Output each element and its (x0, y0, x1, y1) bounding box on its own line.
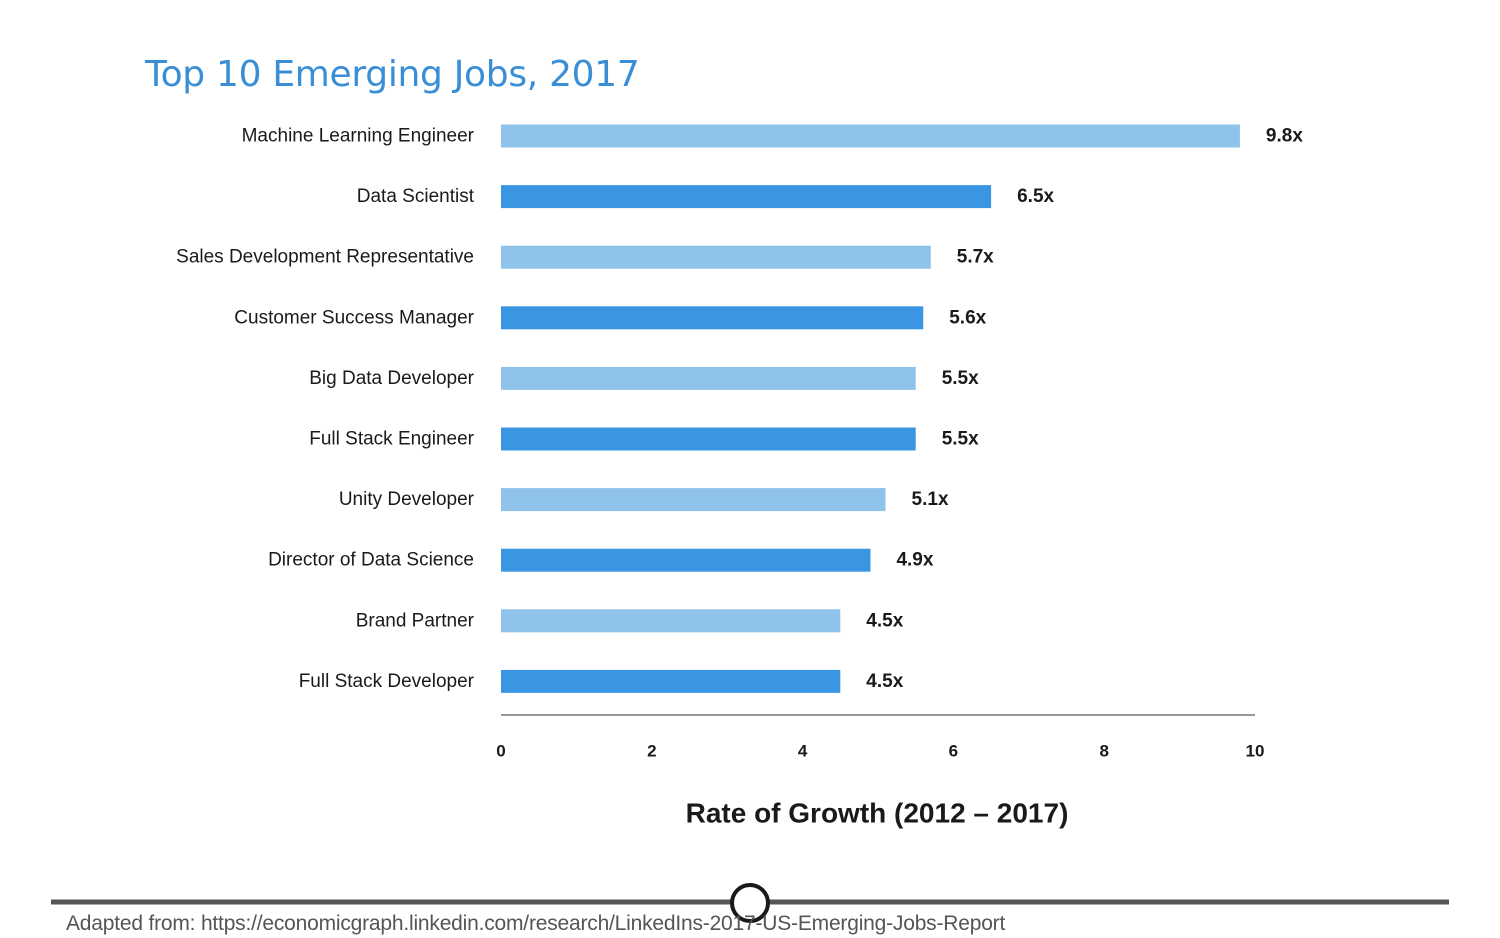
category-label-customer-success-manager: Customer Success Manager (234, 307, 474, 328)
bar-machine-learning-engineer (501, 124, 1240, 148)
value-label-big-data-developer: 5.5x (942, 368, 979, 389)
bar-brand-partner (501, 609, 841, 633)
x-axis-title: Rate of Growth (2012 – 2017) (686, 798, 1069, 829)
value-label-unity-developer: 5.1x (912, 489, 949, 510)
value-label-brand-partner: 4.5x (866, 610, 903, 631)
x-tick-labels: 0 2 4 6 8 10 (496, 742, 1264, 761)
bar-data-scientist (501, 185, 992, 209)
category-label-data-scientist: Data Scientist (357, 186, 475, 207)
category-label-big-data-developer: Big Data Developer (309, 368, 474, 389)
circle-icon (730, 883, 770, 923)
x-tick-label: 10 (1246, 742, 1265, 761)
value-label-full-stack-developer: 4.5x (866, 671, 903, 692)
chart-title: Top 10 Emerging Jobs, 2017 (145, 54, 640, 95)
value-label-director-of-data-science: 4.9x (896, 550, 933, 571)
value-label-data-scientist: 6.5x (1017, 186, 1054, 207)
source-citation: Adapted from: https://economicgraph.link… (66, 912, 1006, 935)
bar-full-stack-engineer (501, 427, 916, 451)
value-labels: 9.8x 6.5x 5.7x 5.6x 5.5x 5.5x 5.1x 4.9x 4.5x 4.5x (866, 126, 1303, 692)
category-label-brand-partner: Brand Partner (356, 610, 475, 631)
x-tick-label: 0 (496, 742, 505, 761)
x-tick-label: 8 (1099, 742, 1108, 761)
bar-unity-developer (501, 488, 886, 512)
bar-big-data-developer (501, 366, 916, 390)
bar-sales-development-representative (501, 245, 931, 269)
category-label-director-of-data-science: Director of Data Science (268, 550, 474, 571)
value-label-machine-learning-engineer: 9.8x (1266, 126, 1303, 147)
category-label-unity-developer: Unity Developer (339, 489, 475, 510)
category-label-machine-learning-engineer: Machine Learning Engineer (242, 126, 475, 147)
x-tick-label: 2 (647, 742, 656, 761)
value-label-customer-success-manager: 5.6x (949, 307, 986, 328)
value-label-sales-development-representative: 5.7x (957, 247, 994, 268)
category-label-full-stack-engineer: Full Stack Engineer (309, 429, 474, 450)
bar-full-stack-developer (501, 669, 841, 693)
category-labels: Machine Learning Engineer Data Scientist S… (176, 126, 475, 692)
x-tick-label: 6 (949, 742, 958, 761)
x-tick-label: 4 (798, 742, 808, 761)
category-label-full-stack-developer: Full Stack Developer (299, 671, 475, 692)
bars-group (501, 124, 1240, 693)
category-label-sales-development-representative: Sales Development Representative (176, 247, 474, 268)
bar-customer-success-manager (501, 306, 924, 330)
value-label-full-stack-engineer: 5.5x (942, 429, 979, 450)
bar-director-of-data-science (501, 548, 871, 572)
